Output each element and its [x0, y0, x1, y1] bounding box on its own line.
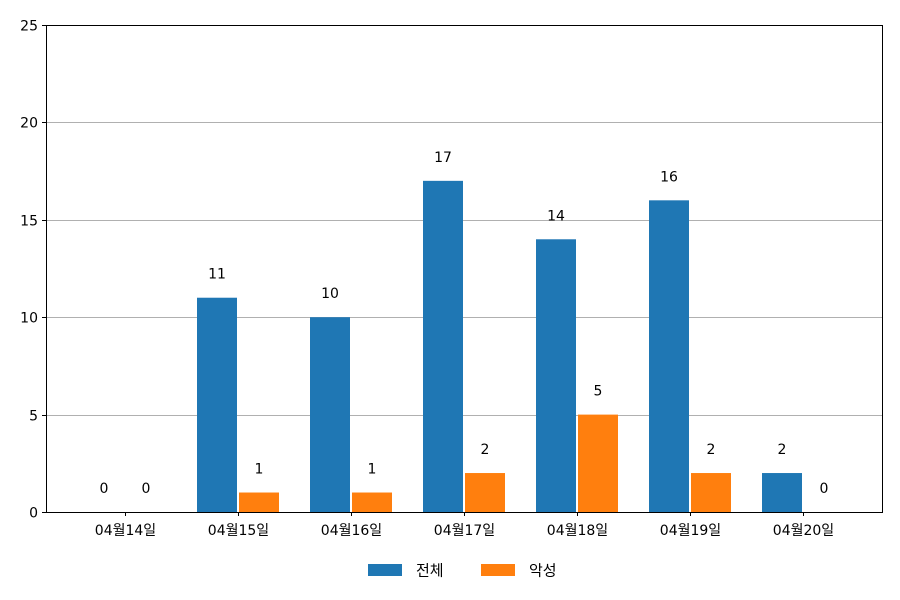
data-label: 0 — [820, 481, 829, 497]
data-label: 2 — [707, 442, 716, 458]
x-tick-label: 04월19일 — [660, 523, 721, 539]
bar-malicious — [691, 473, 731, 512]
legend-label: 악성 — [529, 562, 557, 580]
plot-frame — [46, 25, 883, 513]
data-label: 2 — [481, 442, 490, 458]
y-axis: 0 5 10 15 20 25 — [20, 19, 46, 522]
bar-malicious — [352, 492, 392, 512]
x-tick-label: 04월15일 — [208, 523, 269, 539]
data-label: 17 — [434, 150, 452, 166]
y-tick-label: 20 — [20, 116, 38, 132]
bars — [197, 180, 802, 512]
x-tick-label: 04월16일 — [321, 523, 382, 539]
y-tick-label: 15 — [20, 214, 38, 230]
data-label: 5 — [594, 384, 603, 400]
bar-total — [536, 239, 576, 512]
bar-total — [423, 180, 463, 512]
data-label: 2 — [778, 442, 787, 458]
bar-total — [762, 473, 802, 512]
bar-total — [310, 317, 350, 512]
data-label: 0 — [142, 481, 151, 497]
data-label: 16 — [660, 169, 678, 185]
legend-swatch — [368, 564, 402, 576]
x-axis: 04월14일 04월15일 04월16일 04월17일 04월18일 04월19일 04월2… — [95, 512, 834, 539]
legend: 전체 악성 — [368, 562, 557, 580]
x-tick-label: 04월20일 — [773, 523, 834, 539]
legend-swatch — [481, 564, 515, 576]
bar-total — [649, 200, 689, 512]
x-tick-label: 04월14일 — [95, 523, 156, 539]
data-label: 11 — [208, 267, 226, 283]
y-tick-label: 0 — [29, 506, 38, 522]
data-label: 1 — [255, 462, 264, 478]
bar-malicious — [578, 414, 618, 512]
legend-label: 전체 — [416, 562, 444, 580]
y-tick-label: 5 — [29, 409, 38, 425]
bar-malicious — [465, 473, 505, 512]
grid-lines — [46, 122, 882, 416]
bar-total — [197, 297, 237, 512]
data-label: 1 — [368, 462, 377, 478]
data-label: 14 — [547, 208, 565, 224]
data-label: 0 — [100, 481, 109, 497]
y-tick-label: 25 — [20, 19, 38, 35]
bar-malicious — [239, 492, 279, 512]
x-tick-label: 04월17일 — [434, 523, 495, 539]
data-label: 10 — [321, 286, 339, 302]
y-tick-label: 10 — [20, 311, 38, 327]
x-tick-label: 04월18일 — [547, 523, 608, 539]
